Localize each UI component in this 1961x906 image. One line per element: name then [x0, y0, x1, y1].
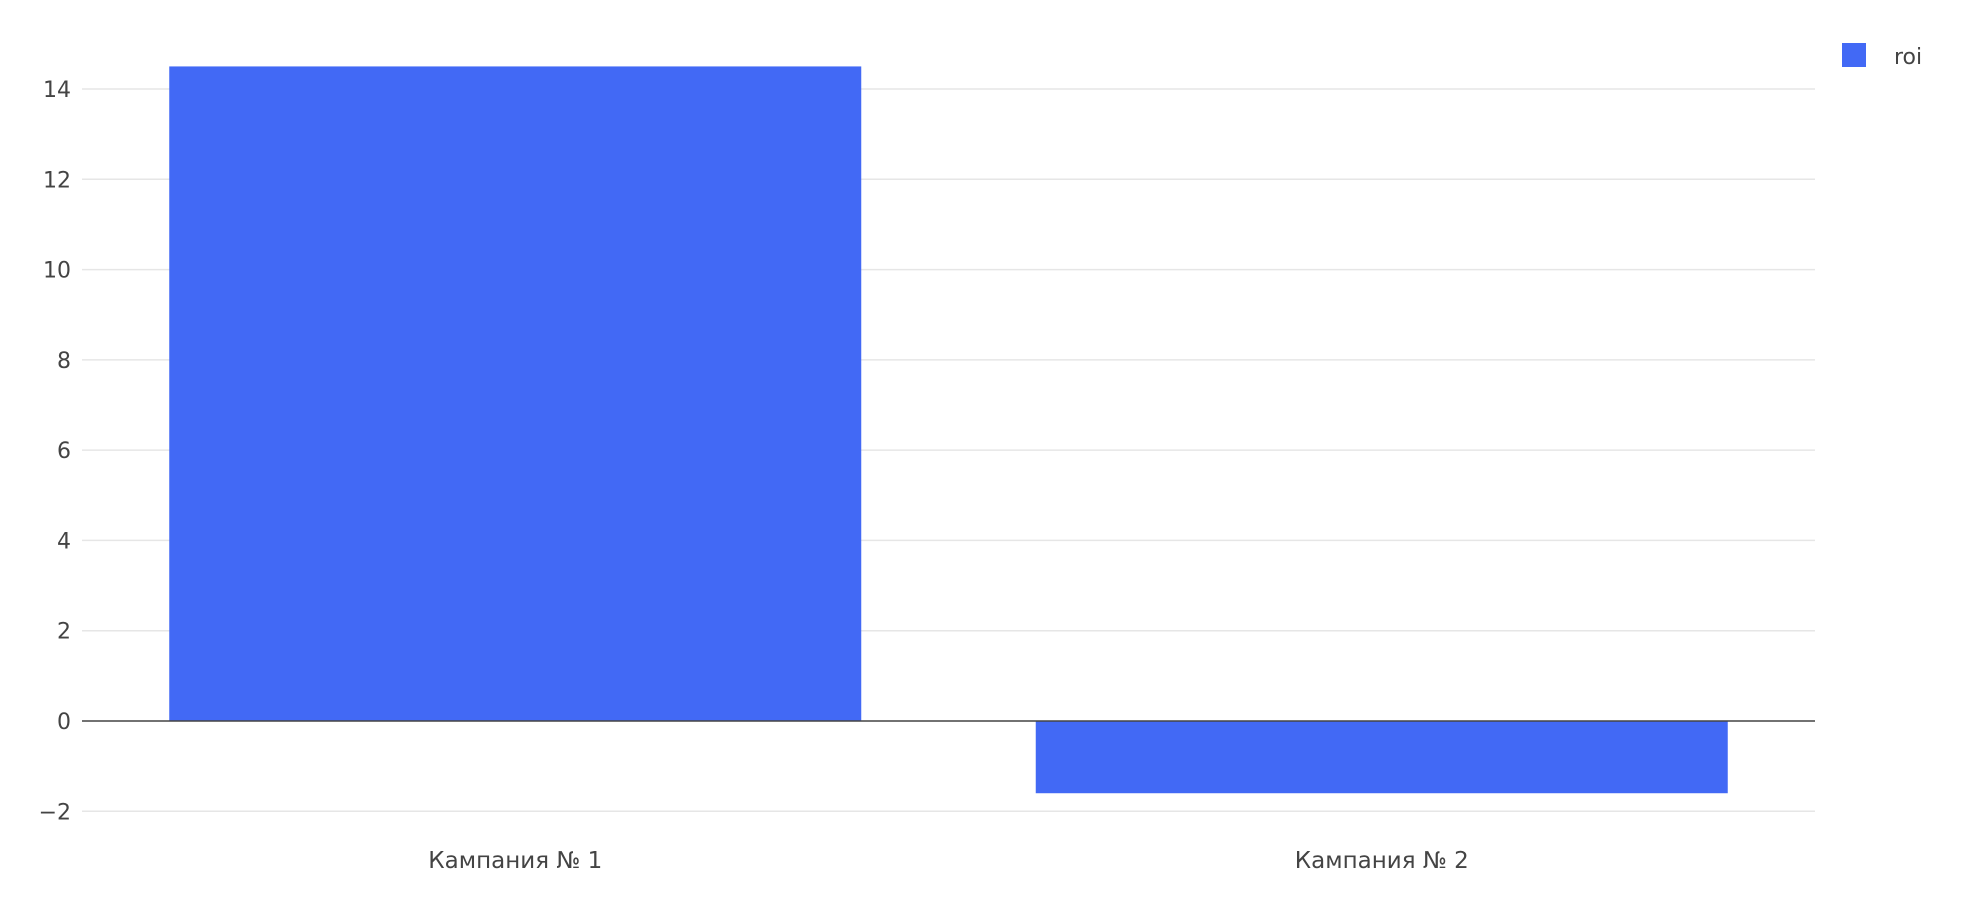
y-tick-label: 12 — [43, 168, 71, 193]
y-tick-label: 2 — [57, 620, 71, 645]
bar-2[interactable] — [1035, 721, 1728, 794]
y-tick-label: −2 — [39, 800, 71, 825]
y-tick-label: 8 — [57, 349, 71, 374]
legend[interactable]: roi — [1842, 43, 1922, 70]
y-tick-label: 14 — [43, 78, 71, 103]
bars-layer — [169, 66, 1728, 794]
y-tick-label: 4 — [57, 529, 71, 554]
x-axis: Кампания № 1 Кампания № 2 — [428, 848, 1468, 874]
y-tick-label: 10 — [43, 259, 71, 284]
x-category-label: Кампания № 2 — [1295, 848, 1469, 874]
y-tick-label: 0 — [57, 710, 71, 735]
legend-swatch[interactable] — [1842, 43, 1866, 67]
y-axis: −2 0 2 4 6 8 10 12 14 — [39, 78, 71, 825]
y-tick-label: 6 — [57, 439, 71, 464]
bar-1[interactable] — [169, 66, 862, 721]
legend-label[interactable]: roi — [1894, 45, 1922, 70]
x-category-label: Кампания № 1 — [428, 848, 602, 874]
